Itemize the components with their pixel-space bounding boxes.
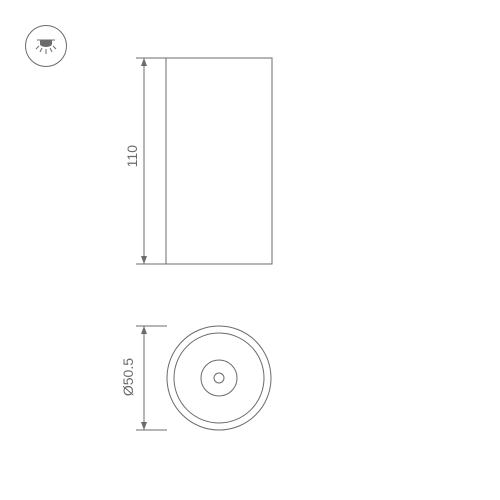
bottom-plan-view (0, 0, 500, 500)
diameter-dimension-label: Ø50.5 (120, 358, 136, 396)
